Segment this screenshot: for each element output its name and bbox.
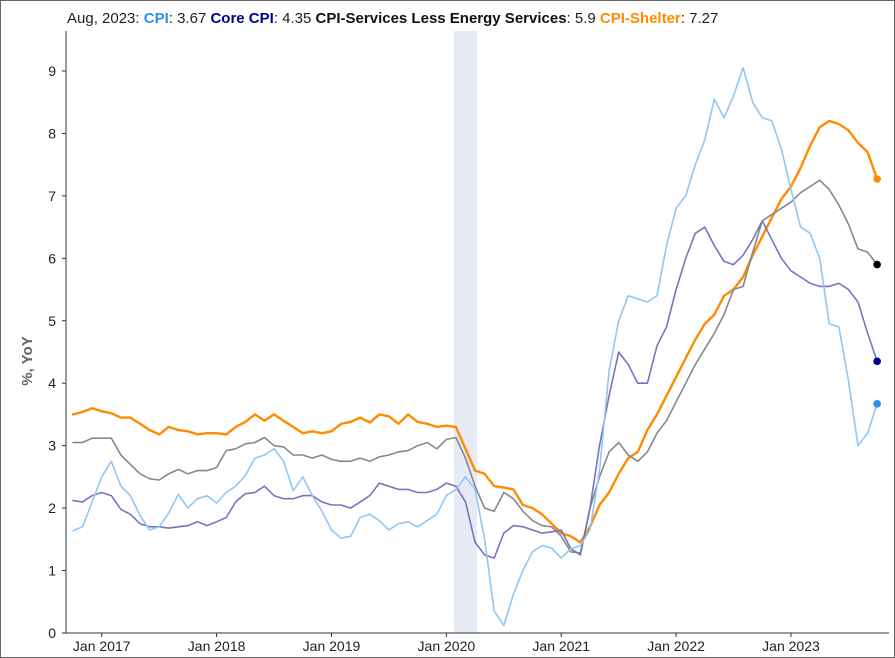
legend-value-cpi: 3.67 — [177, 10, 207, 27]
y-tick-label: 4 — [48, 375, 56, 391]
legend-name-core-cpi: Core CPI — [210, 10, 274, 27]
end-marker-cpi-shelter — [873, 175, 881, 183]
y-tick-label: 7 — [48, 188, 56, 204]
y-tick-label: 1 — [48, 563, 56, 579]
x-tick-label: Jan 2023 — [762, 638, 820, 654]
series-line-core-cpi — [72, 220, 878, 559]
legend-name-shelter: CPI-Shelter — [599, 10, 681, 27]
y-tick-label: 9 — [48, 63, 56, 79]
x-tick-label: Jan 2018 — [188, 638, 246, 654]
legend-value-core-cpi: 4.35 — [282, 10, 312, 27]
x-tick-label: Jan 2022 — [647, 638, 705, 654]
series-line-cpi — [72, 67, 878, 627]
legend-value-services: 5.9 — [574, 10, 596, 27]
y-tick-label: 2 — [48, 500, 56, 516]
y-tick-label: 3 — [48, 438, 56, 454]
y-tick-label: 5 — [48, 313, 56, 329]
title-date: Aug, 2023: — [67, 10, 140, 27]
series-line-cpi-services-less-energy-services — [72, 179, 878, 554]
y-tick-label: 0 — [48, 625, 56, 641]
series-line-cpi-shelter — [71, 119, 879, 544]
legend-name-cpi: CPI — [143, 10, 169, 27]
y-tick-label: 6 — [48, 250, 56, 266]
end-marker-core-cpi — [873, 357, 881, 366]
x-tick-label: Jan 2019 — [303, 638, 361, 654]
y-tick-label: 8 — [48, 125, 56, 141]
legend-name-services: CPI-Services Less Energy Services — [315, 10, 567, 27]
end-marker-cpi-services-less-energy-services — [873, 260, 881, 269]
chart-title: Aug, 2023: CPI: 3.67 Core CPI: 4.35 CPI-… — [67, 10, 719, 27]
x-tick-label: Jan 2021 — [532, 638, 590, 654]
legend-value-shelter: 7.27 — [689, 10, 719, 27]
x-tick-label: Jan 2020 — [418, 638, 476, 654]
end-marker-cpi — [873, 400, 881, 408]
recession-shading — [453, 31, 478, 633]
x-tick-label: Jan 2017 — [73, 638, 131, 654]
